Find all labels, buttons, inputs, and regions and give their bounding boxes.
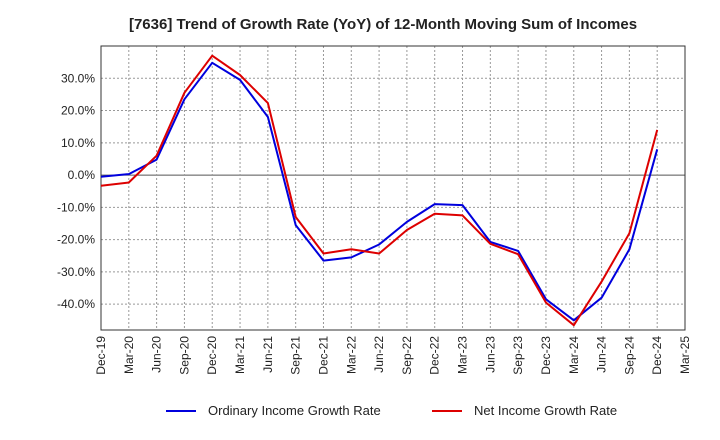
x-tick-label: Jun-21 [261, 336, 275, 373]
x-tick-label: Dec-22 [428, 336, 442, 375]
x-tick-label: Sep-24 [622, 336, 636, 375]
series-lines [100, 54, 659, 327]
x-axis-tick-labels: Dec-19 Mar-20 Jun-20 Sep-20 Dec-20 Mar-21 Jun-… [94, 336, 692, 375]
x-tick-label: Jun-24 [595, 336, 609, 373]
x-tick-label: Jun-20 [150, 336, 164, 373]
x-tick-label: Mar-20 [122, 336, 136, 374]
y-tick-label: -10.0% [57, 200, 95, 214]
y-tick-label: 30.0% [61, 71, 95, 85]
x-tick-label: Dec-21 [316, 336, 330, 375]
y-tick-label: 20.0% [61, 104, 95, 118]
y-tick-label: 0.0% [68, 168, 96, 182]
x-tick-label: Jun-23 [483, 336, 497, 373]
net-income-growth-rate-legend-label: Net Income Growth Rate [474, 403, 617, 418]
x-tick-label: Sep-21 [289, 336, 303, 375]
x-tick-label: Mar-25 [678, 336, 692, 374]
x-tick-label: Sep-22 [400, 336, 414, 375]
y-tick-label: -40.0% [57, 297, 95, 311]
grid-lines [100, 46, 686, 330]
ordinary-income-growth-rate-line [100, 61, 659, 322]
x-tick-label: Mar-22 [344, 336, 358, 374]
ordinary-income-growth-rate-legend-label: Ordinary Income Growth Rate [208, 403, 381, 418]
y-axis-tick-labels: 30.0% 20.0% 10.0% 0.0% -10.0% -20.0% -30.0% -40… [57, 71, 95, 311]
y-tick-label: -30.0% [57, 265, 95, 279]
net-income-growth-rate-line [100, 54, 659, 327]
x-tick-label: Mar-21 [233, 336, 247, 374]
plot-frame [100, 45, 686, 331]
x-tick-label: Dec-24 [650, 336, 664, 375]
x-tick-label: Mar-23 [456, 336, 470, 374]
y-tick-label: -20.0% [57, 233, 95, 247]
x-tick-label: Dec-19 [94, 336, 108, 375]
x-tick-label: Mar-24 [567, 336, 581, 374]
y-tick-label: 10.0% [61, 136, 95, 150]
x-tick-label: Jun-22 [372, 336, 386, 373]
x-tick-label: Sep-23 [511, 336, 525, 375]
legend: Ordinary Income Growth Rate Net Income Gr… [166, 403, 617, 418]
x-tick-label: Sep-20 [177, 336, 191, 375]
chart-title: [7636] Trend of Growth Rate (YoY) of 12-… [129, 16, 637, 33]
x-tick-label: Dec-20 [205, 336, 219, 375]
x-tick-label: Dec-23 [539, 336, 553, 375]
